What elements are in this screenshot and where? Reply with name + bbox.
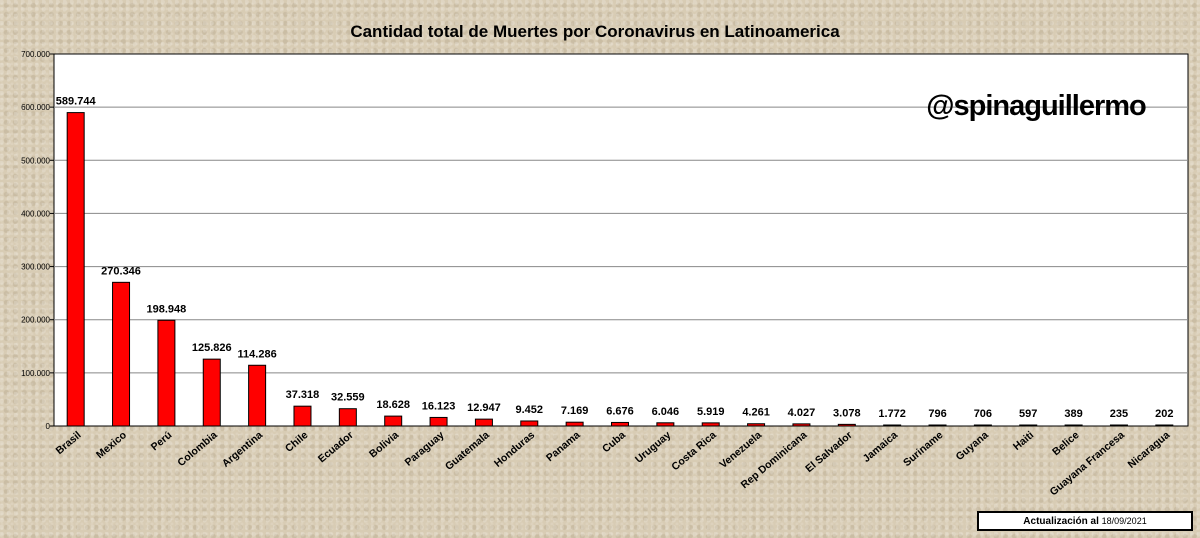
bar — [474, 418, 493, 427]
x-tick-label: Guyana — [954, 429, 991, 463]
bar — [202, 358, 221, 427]
bar-value-label: 1.772 — [878, 408, 906, 420]
x-tick-label: Ecuador — [316, 429, 356, 465]
bar — [248, 364, 267, 427]
bar-value-label: 16.123 — [422, 400, 456, 412]
bars — [66, 112, 1174, 427]
x-tick-label: Uruguay — [633, 429, 673, 466]
bar-value-label: 597 — [1019, 408, 1037, 420]
x-tick-label: Costa Rica — [669, 429, 718, 473]
x-tick-label: Argentina — [220, 429, 265, 470]
x-tick-label: Chile — [283, 429, 311, 455]
bar — [338, 408, 357, 427]
bar — [384, 415, 403, 427]
bar — [747, 423, 766, 427]
x-tick-label: Belice — [1050, 429, 1082, 458]
x-tick-label: Suriname — [901, 429, 945, 469]
x-tick-label: Haiti — [1011, 429, 1036, 453]
bar-value-label: 7.169 — [561, 405, 589, 417]
bar — [1064, 424, 1083, 427]
x-tick-label: Colombia — [175, 429, 219, 469]
bar — [656, 422, 675, 427]
x-tick-label: Mexico — [94, 429, 129, 461]
value-labels: 589.744 270.346 198.948 125.826 114.286 37.31… — [56, 96, 1174, 420]
x-tick-label: Brasil — [54, 429, 84, 457]
bar — [928, 424, 947, 427]
bar-value-label: 6.046 — [652, 406, 680, 418]
bar-value-label: 796 — [928, 408, 946, 420]
bar — [883, 424, 902, 427]
x-tick-label: Jamaica — [861, 429, 901, 465]
bar — [837, 423, 856, 427]
plot-area — [53, 53, 1189, 427]
x-tick-label: Paraguay — [403, 429, 447, 469]
bar-value-label: 235 — [1110, 408, 1128, 420]
bar-value-label: 4.261 — [742, 407, 770, 419]
bar-value-label: 125.826 — [192, 342, 232, 354]
x-tick-label: Bolivia — [367, 429, 401, 460]
bar — [429, 416, 448, 427]
bar-value-label: 3.078 — [833, 407, 861, 419]
y-tick-label: 500.000 — [21, 156, 50, 165]
y-tick-label: 700.000 — [21, 50, 50, 59]
update-date-box: Actualización al 18/09/2021 — [977, 511, 1193, 531]
x-tick-label: Honduras — [492, 429, 537, 470]
bar-value-label: 706 — [974, 408, 992, 420]
bar — [112, 281, 131, 427]
bar-value-label: 18.628 — [376, 399, 410, 411]
bar-value-label: 114.286 — [238, 348, 277, 360]
bar-value-label: 4.027 — [788, 407, 816, 419]
bar — [792, 423, 811, 427]
y-tick-label: 600.000 — [21, 103, 50, 112]
bar-value-label: 37.318 — [286, 389, 320, 401]
update-date: 18/09/2021 — [1101, 516, 1147, 526]
bar — [1019, 424, 1038, 427]
x-axis-labels: Brasil Mexico Perú Colombia Argentina Chile Ec… — [54, 429, 1173, 498]
bar — [520, 420, 539, 427]
bar — [157, 319, 176, 427]
bar-value-label: 198.948 — [147, 303, 187, 315]
bar-value-label: 389 — [1064, 408, 1082, 420]
x-tick-label: El Salvador — [803, 429, 855, 475]
bar — [1109, 424, 1128, 427]
x-tick-label: Venezuela — [717, 429, 764, 471]
bar-value-label: 202 — [1155, 408, 1173, 420]
bar-value-label: 32.559 — [331, 392, 365, 404]
gridlines — [50, 53, 1188, 427]
y-tick-label: 300.000 — [21, 263, 50, 272]
chart-title: Cantidad total de Muertes por Coronaviru… — [350, 22, 840, 41]
bar — [1155, 424, 1174, 427]
bar — [565, 421, 584, 427]
update-label: Actualización al — [1023, 516, 1099, 527]
y-tick-label: 100.000 — [21, 369, 50, 378]
bar-value-label: 589.744 — [56, 96, 97, 108]
y-tick-label: 200.000 — [21, 316, 50, 325]
x-tick-label: Nicaragua — [1126, 429, 1173, 471]
bar-value-label: 5.919 — [697, 406, 725, 418]
watermark-text: @spinaguillermo — [926, 90, 1146, 122]
bar-value-label: 9.452 — [516, 404, 544, 416]
bar — [701, 422, 720, 427]
x-tick-label: Guatemala — [443, 429, 492, 473]
bar — [611, 421, 629, 427]
bar — [66, 112, 85, 427]
bar — [973, 424, 992, 427]
bar-value-label: 6.676 — [606, 405, 634, 417]
bar — [293, 405, 312, 427]
x-tick-label: Perú — [149, 429, 175, 453]
bar-value-label: 12.947 — [467, 402, 501, 414]
bar-value-label: 270.346 — [101, 265, 141, 277]
y-tick-label: 0 — [46, 422, 51, 431]
x-tick-label: Cuba — [600, 429, 628, 455]
x-tick-label: Panama — [544, 429, 583, 464]
y-axis-ticks: 0 100.000 200.000 300.000 400.000 500.000 600.… — [21, 50, 50, 431]
y-tick-label: 400.000 — [21, 209, 50, 218]
x-tick-label: Guayana Francesa — [1048, 429, 1127, 498]
